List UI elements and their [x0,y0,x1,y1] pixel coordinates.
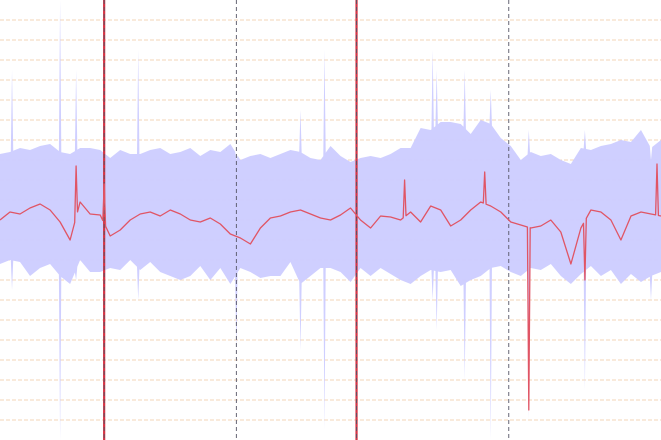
mean-series [0,163,661,411]
series-line-mean [0,163,661,411]
